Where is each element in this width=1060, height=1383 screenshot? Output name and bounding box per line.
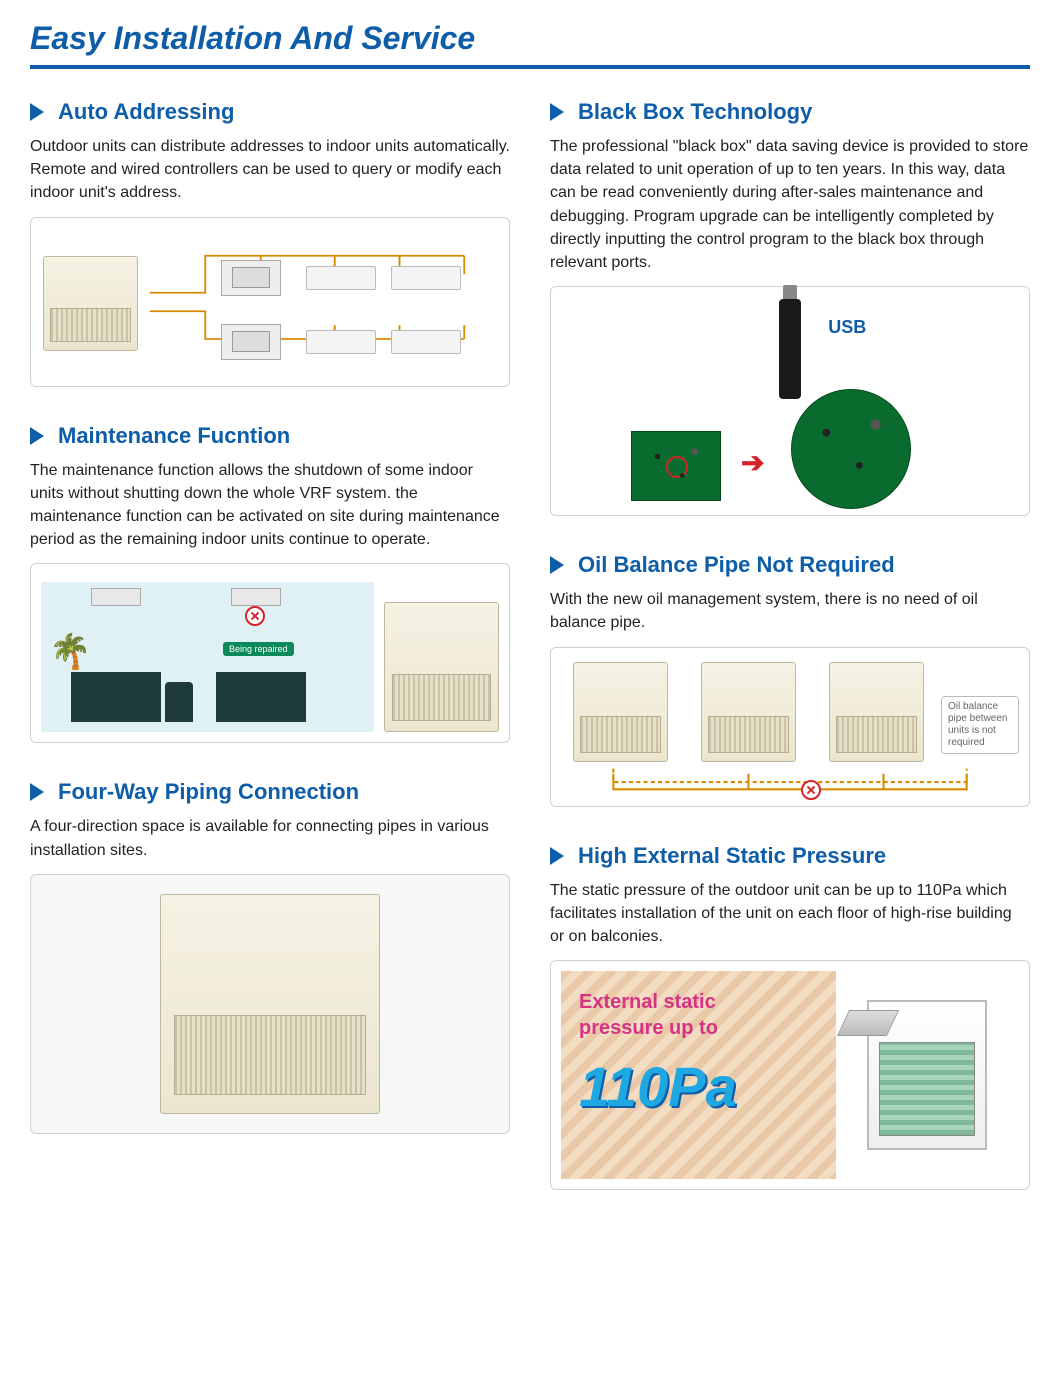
section-title: Auto Addressing	[58, 99, 234, 125]
cassette-unit-icon	[221, 324, 281, 360]
triangle-bullet-icon	[30, 103, 44, 121]
section-esp: High External Static Pressure The static…	[550, 843, 1030, 1191]
section-body: A four-direction space is available for …	[30, 815, 510, 861]
section-maintenance: Maintenance Fucntion The maintenance fun…	[30, 423, 510, 744]
duct-unit-icon	[306, 330, 376, 354]
section-body: With the new oil management system, ther…	[550, 588, 1030, 634]
esp-diagram: External static pressure up to 110Pa	[550, 960, 1030, 1190]
esp-value: 110Pa	[579, 1059, 818, 1115]
outdoor-unit-side-icon	[867, 1000, 987, 1150]
outdoor-unit-large-icon	[160, 894, 380, 1114]
section-body: The static pressure of the outdoor unit …	[550, 879, 1030, 949]
wall-texture: External static pressure up to 110Pa	[561, 971, 836, 1179]
ceiling-unit-icon	[231, 588, 281, 606]
section-body: Outdoor units can distribute addresses t…	[30, 135, 510, 205]
oil-callout: Oil balance pipe between units is not re…	[941, 696, 1019, 754]
duct-unit-icon	[306, 266, 376, 290]
triangle-bullet-icon	[30, 783, 44, 801]
black-box-diagram: USB ➔	[550, 286, 1030, 516]
section-title: Maintenance Fucntion	[58, 423, 290, 449]
section-title: Four-Way Piping Connection	[58, 779, 359, 805]
esp-label-line2: pressure up to	[579, 1015, 818, 1041]
content-columns: Auto Addressing Outdoor units can distri…	[30, 99, 1030, 1226]
triangle-bullet-icon	[550, 847, 564, 865]
x-mark-icon	[245, 606, 265, 626]
usb-label: USB	[828, 317, 866, 338]
office-scene: Being repaired 🌴	[41, 582, 374, 732]
duct-unit-icon	[391, 330, 461, 354]
outdoor-unit-icon	[829, 662, 924, 762]
desk-icon	[216, 672, 306, 722]
section-four-way: Four-Way Piping Connection A four-direct…	[30, 779, 510, 1133]
desk-icon	[71, 672, 161, 722]
oil-balance-diagram: Oil balance pipe between units is not re…	[550, 647, 1030, 807]
right-column: Black Box Technology The professional "b…	[550, 99, 1030, 1226]
chair-icon	[165, 682, 193, 722]
pcb-zoom-icon	[791, 389, 911, 509]
triangle-bullet-icon	[30, 427, 44, 445]
x-mark-icon	[801, 780, 821, 800]
outdoor-unit-icon	[573, 662, 668, 762]
maintenance-diagram: Being repaired 🌴	[30, 563, 510, 743]
ceiling-unit-icon	[91, 588, 141, 606]
duct-unit-icon	[391, 266, 461, 290]
triangle-bullet-icon	[550, 103, 564, 121]
esp-label-line1: External static	[579, 989, 818, 1015]
section-auto-addressing: Auto Addressing Outdoor units can distri…	[30, 99, 510, 387]
triangle-bullet-icon	[550, 556, 564, 574]
arrow-right-icon: ➔	[741, 446, 764, 479]
pcb-small-icon	[631, 431, 721, 501]
section-oil-balance: Oil Balance Pipe Not Required With the n…	[550, 552, 1030, 806]
section-title: Oil Balance Pipe Not Required	[578, 552, 895, 578]
outdoor-unit-icon	[43, 256, 138, 351]
cassette-unit-icon	[221, 260, 281, 296]
page-title: Easy Installation And Service	[30, 20, 1030, 69]
section-body: The professional "black box" data saving…	[550, 135, 1030, 274]
four-way-diagram	[30, 874, 510, 1134]
plant-icon: 🌴	[49, 632, 91, 672]
section-title: High External Static Pressure	[578, 843, 886, 869]
outdoor-unit-icon	[384, 602, 499, 732]
section-black-box: Black Box Technology The professional "b…	[550, 99, 1030, 516]
auto-addressing-diagram	[30, 217, 510, 387]
outdoor-unit-icon	[701, 662, 796, 762]
section-title: Black Box Technology	[578, 99, 812, 125]
section-body: The maintenance function allows the shut…	[30, 459, 510, 552]
usb-stick-icon	[779, 299, 801, 399]
repair-badge: Being repaired	[223, 642, 294, 656]
left-column: Auto Addressing Outdoor units can distri…	[30, 99, 510, 1226]
